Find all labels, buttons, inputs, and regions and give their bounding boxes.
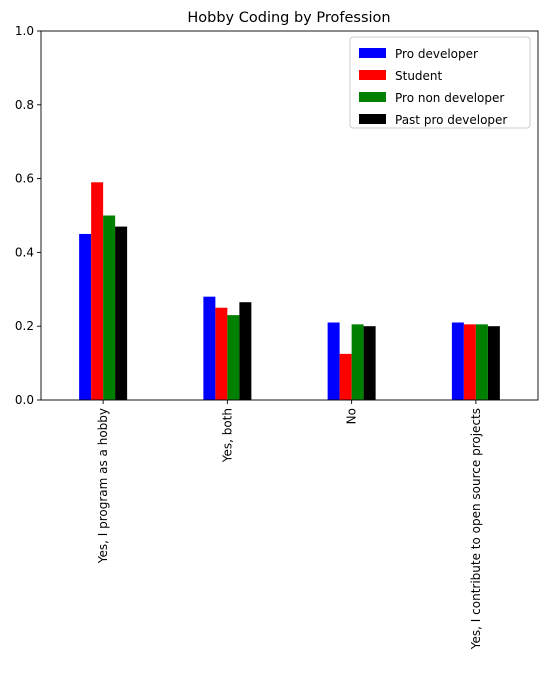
bar-1-3	[327, 322, 340, 400]
bar-1-4	[451, 322, 464, 400]
legend-swatch-2	[359, 70, 386, 80]
legend-swatch-3	[359, 92, 386, 102]
bar-1-1	[79, 233, 92, 400]
x-tick-label-2: Yes, both	[220, 408, 234, 463]
legend-swatch-1	[359, 48, 386, 58]
x-tick-label-4: Yes, I contribute to open source project…	[469, 408, 483, 650]
legend: Pro developer Student Pro non developer Pas…	[349, 36, 531, 129]
axes-group: 0.0 0.2 0.4 0.6 0.8 1.0 Yes, I program as a ho…	[15, 24, 539, 650]
legend-label-2: Student	[395, 69, 443, 83]
bar-4-1	[115, 226, 128, 400]
bar-3-1	[103, 215, 116, 400]
bar-3-3	[351, 324, 364, 400]
legend-label-3: Pro non developer	[395, 91, 504, 105]
bar-1-2	[203, 296, 216, 400]
y-tick-label-6: 1.0	[15, 24, 34, 38]
bar-2-3	[339, 353, 352, 400]
y-tick-label-3: 0.4	[15, 245, 34, 259]
legend-label-4: Past pro developer	[395, 113, 507, 127]
legend-swatch-4	[359, 114, 386, 124]
bar-4-4	[487, 326, 500, 400]
y-tick-label-4: 0.6	[15, 172, 34, 186]
x-tick-label-3: No	[345, 408, 359, 424]
bar-2-4	[463, 324, 476, 400]
bar-4-3	[363, 326, 376, 400]
bar-2-1	[91, 182, 104, 400]
y-tick-label-2: 0.2	[15, 319, 34, 333]
chart-title: Hobby Coding by Profession	[187, 10, 390, 26]
x-tick-label-1: Yes, I program as a hobby	[96, 408, 110, 564]
bar-4-2	[239, 302, 252, 400]
y-tick-label-1: 0.0	[15, 393, 34, 407]
legend-frame	[349, 36, 531, 129]
bar-2-2	[215, 307, 228, 400]
bars-group	[79, 182, 500, 400]
y-tick-label-5: 0.8	[15, 98, 34, 112]
legend-label-1: Pro developer	[395, 47, 478, 61]
bar-3-2	[227, 315, 240, 400]
plot-frame	[40, 30, 539, 401]
bar-3-4	[475, 324, 488, 400]
